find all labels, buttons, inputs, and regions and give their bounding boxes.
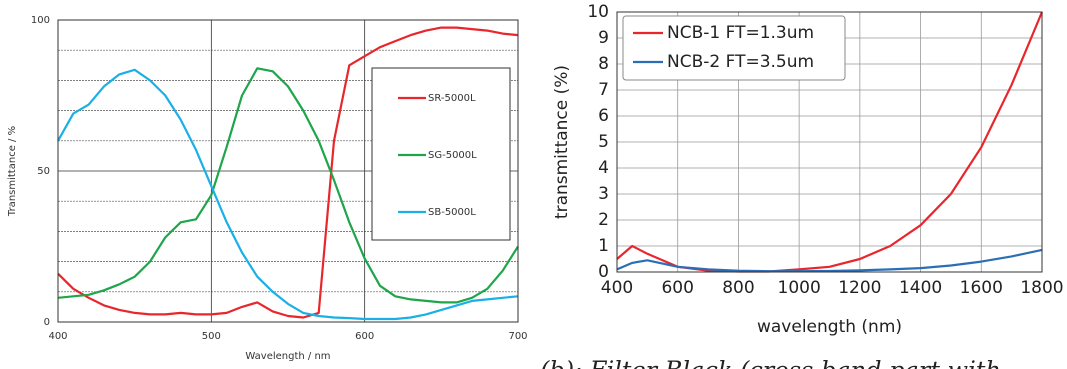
- plot-frame: [57, 19, 519, 323]
- x-tick-label: 1200: [838, 278, 881, 298]
- y-tick-label: 0: [598, 262, 609, 282]
- data-line: [616, 11, 1044, 273]
- x-tick-label: 400: [48, 331, 67, 342]
- x-axis-label: Wavelength / nm: [245, 351, 330, 362]
- y-tick-label: 100: [31, 15, 50, 26]
- y-axis-label: Transmittance / %: [7, 126, 18, 217]
- y-tick-label: 8: [598, 54, 609, 74]
- y-tick-label: 6: [598, 106, 609, 126]
- x-tick-label: 600: [355, 331, 374, 342]
- data-line: [57, 67, 519, 304]
- x-axis-label: wavelength (nm): [757, 317, 902, 337]
- y-tick-label: 0: [44, 317, 50, 328]
- x-tick-label: 1600: [960, 278, 1003, 298]
- caption: (b): Filter Black (cross band part with: [540, 357, 1001, 369]
- y-tick-label: 1: [598, 236, 609, 256]
- legend-label: NCB-1 FT=1.3um: [667, 23, 814, 43]
- data-line: [57, 26, 519, 319]
- legend-label: NCB-2 FT=3.5um: [667, 52, 814, 72]
- chart: 0 1 2 3 4 5 6 7 8 9 10 400 600 800 1000 1200 1400 1600 180…: [540, 2, 1064, 369]
- y-tick-label: 9: [598, 28, 609, 48]
- x-tick-label: 800: [722, 278, 754, 298]
- y-tick-label: 2: [598, 210, 609, 230]
- legend-box: [622, 15, 846, 81]
- x-tick-label: 1800: [1020, 278, 1063, 298]
- x-tick-label: 1000: [778, 278, 821, 298]
- x-tick-label: 600: [661, 278, 693, 298]
- y-tick-label: 4: [598, 158, 609, 178]
- data-line: [57, 68, 519, 321]
- y-tick-label: 50: [37, 166, 50, 177]
- y-tick-label: 3: [598, 184, 609, 204]
- plot-frame: [616, 11, 1043, 273]
- x-tick-label: 1400: [899, 278, 942, 298]
- data-line: [616, 248, 1043, 273]
- x-tick-label: 500: [202, 331, 221, 342]
- y-tick-label: 7: [598, 80, 609, 100]
- x-tick-label: 400: [601, 278, 633, 298]
- chart: 0 50 100 400 500 600 700 Transmittance / % Wavel…: [7, 15, 528, 362]
- legend-box: [371, 67, 511, 241]
- legend-label: SG-5000L: [428, 150, 477, 161]
- y-tick-label: 10: [587, 2, 609, 22]
- legend-label: SB-5000L: [428, 207, 476, 218]
- legend-label: SR-5000L: [428, 93, 476, 104]
- x-tick-label: 700: [508, 331, 527, 342]
- y-tick-label: 5: [598, 132, 609, 152]
- y-axis-label: transmittance (%): [552, 65, 572, 219]
